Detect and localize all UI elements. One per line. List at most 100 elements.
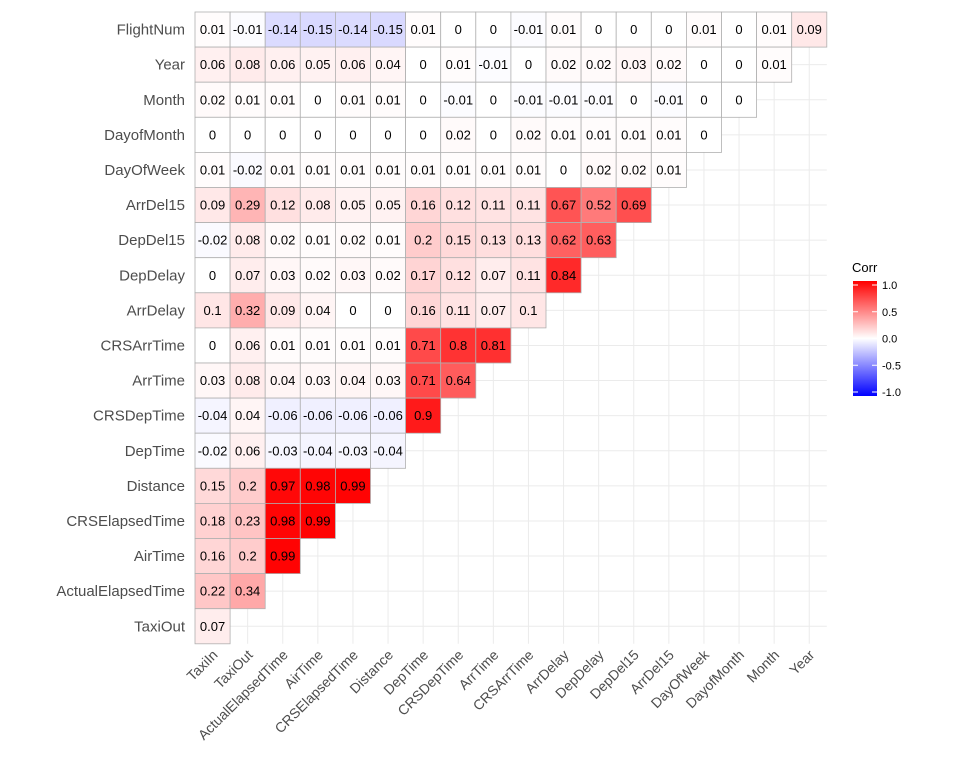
cell-value-label: 0.2	[239, 549, 257, 564]
heatmap-cell: 0.01	[229, 81, 266, 118]
heatmap-cell: 0	[334, 116, 371, 153]
cell-value-label: -0.01	[233, 22, 263, 37]
cell-value-label: 0	[349, 303, 356, 318]
cell-value-label: 0.01	[200, 162, 225, 177]
cell-value-label: -0.01	[479, 57, 509, 72]
heatmap-cell: 0.69	[615, 187, 652, 223]
cell-value-label: 0.06	[340, 57, 365, 72]
cell-value-label: 0.99	[305, 513, 330, 528]
cell-value-label: 0.01	[551, 127, 576, 142]
heatmap-cell: 0.01	[370, 327, 406, 364]
heatmap-cell: 0	[334, 292, 371, 329]
heatmap-cell: 0	[440, 11, 477, 48]
heatmap-cell: 0.03	[194, 362, 231, 399]
cell-fill	[405, 397, 442, 434]
cell-value-label: 0.06	[235, 338, 260, 353]
cell-value-label: 0.09	[270, 303, 295, 318]
heatmap-cell: 0.02	[334, 222, 371, 259]
cell-value-label: -0.01	[514, 22, 544, 37]
cell-fill	[475, 151, 512, 188]
cell-value-label: -0.04	[373, 443, 403, 458]
heatmap-cell: 0.16	[194, 538, 231, 574]
heatmap-cell: 0	[686, 81, 722, 118]
cell-value-label: 0	[665, 22, 672, 37]
cell-value-label: 0.03	[375, 373, 400, 388]
heatmap-cell: 0	[686, 116, 722, 153]
heatmap-cell: 0.07	[229, 257, 266, 294]
heatmap-cell: 0.12	[440, 187, 477, 223]
cell-value-label: 0.01	[375, 338, 400, 353]
cell-value-label: -0.06	[303, 408, 333, 423]
cell-value-label: 0.01	[200, 22, 225, 37]
heatmap-cell: 0.13	[510, 222, 547, 259]
legend-tick-label: 1.0	[882, 280, 897, 292]
heatmap-cell: 0.11	[510, 257, 547, 294]
heatmap-cell: 0.23	[229, 502, 266, 539]
heatmap-cell: 0	[405, 81, 442, 118]
cell-value-label: 0.03	[305, 373, 330, 388]
y-axis-label: CRSArrTime	[101, 337, 185, 354]
heatmap-cell: -0.06	[370, 397, 406, 434]
heatmap-cell: 0.52	[580, 187, 617, 223]
cell-fill	[650, 116, 687, 153]
cell-value-label: 0.03	[270, 268, 295, 283]
cell-fill	[334, 116, 371, 153]
cell-value-label: 0.02	[340, 233, 365, 248]
heatmap-cell: 0.06	[334, 46, 371, 83]
cell-fill	[650, 81, 687, 118]
heatmap-cell: 0.02	[580, 151, 617, 188]
heatmap-cell: 0.01	[334, 81, 371, 118]
cell-fill	[405, 11, 442, 48]
x-axis-label: Year	[786, 646, 818, 678]
cell-value-label: 0.01	[375, 233, 400, 248]
cell-value-label: 0.01	[340, 162, 365, 177]
cell-value-label: -0.01	[514, 92, 544, 107]
cell-value-label: 0.16	[410, 303, 435, 318]
cell-value-label: 0.01	[446, 162, 471, 177]
heatmap-cell: 0.09	[791, 11, 828, 48]
cell-value-label: -0.02	[198, 443, 228, 458]
heatmap-cell: -0.06	[334, 397, 371, 434]
cell-value-label: 0.62	[551, 233, 576, 248]
cell-value-label: 0.2	[414, 233, 432, 248]
cell-value-label: 0.08	[235, 57, 260, 72]
cell-fill	[299, 257, 336, 294]
cell-fill	[370, 257, 406, 294]
cell-value-label: 0.07	[235, 268, 260, 283]
cell-value-label: 0.12	[270, 198, 295, 213]
cell-value-label: 0.01	[551, 22, 576, 37]
heatmap-cell: 0.08	[229, 362, 266, 399]
heatmap-cell: 0.01	[194, 11, 231, 48]
cell-value-label: 0.02	[551, 57, 576, 72]
cell-fill	[299, 151, 336, 188]
cell-fill	[580, 222, 617, 259]
heatmap-cell: 0.08	[299, 187, 336, 223]
heatmap-cell: 0	[721, 46, 757, 83]
heatmap-cell: 0.04	[299, 292, 336, 329]
cell-value-label: 0.15	[200, 478, 225, 493]
heatmap-cell: -0.04	[370, 432, 406, 469]
heatmap-cell: 0.01	[334, 327, 371, 364]
legend-title: Corr	[852, 260, 878, 275]
cell-fill	[299, 397, 336, 434]
cell-value-label: 0	[735, 92, 742, 107]
cell-fill	[475, 292, 512, 329]
heatmap-cell: 0.01	[264, 81, 301, 118]
cell-value-label: 0.98	[305, 478, 330, 493]
heatmap-cell: 0.63	[580, 222, 617, 259]
heatmap-cell: -0.01	[580, 81, 617, 118]
legend-tick-label: 0.0	[882, 334, 897, 346]
cell-value-label: 0	[490, 92, 497, 107]
cell-value-label: 0.11	[516, 268, 540, 283]
cell-fill	[440, 151, 477, 188]
legend-tick-label: 0.5	[882, 307, 897, 319]
cell-value-label: 0	[490, 127, 497, 142]
cell-value-label: 0.9	[414, 408, 432, 423]
cell-value-label: 0	[455, 22, 462, 37]
heatmap-cell: 0	[615, 81, 652, 118]
y-axis-label: Year	[155, 57, 185, 74]
cell-value-label: -0.04	[303, 443, 333, 458]
cell-fill	[440, 116, 477, 153]
cell-fill	[370, 11, 406, 48]
heatmap-cell: 0.99	[334, 467, 371, 504]
